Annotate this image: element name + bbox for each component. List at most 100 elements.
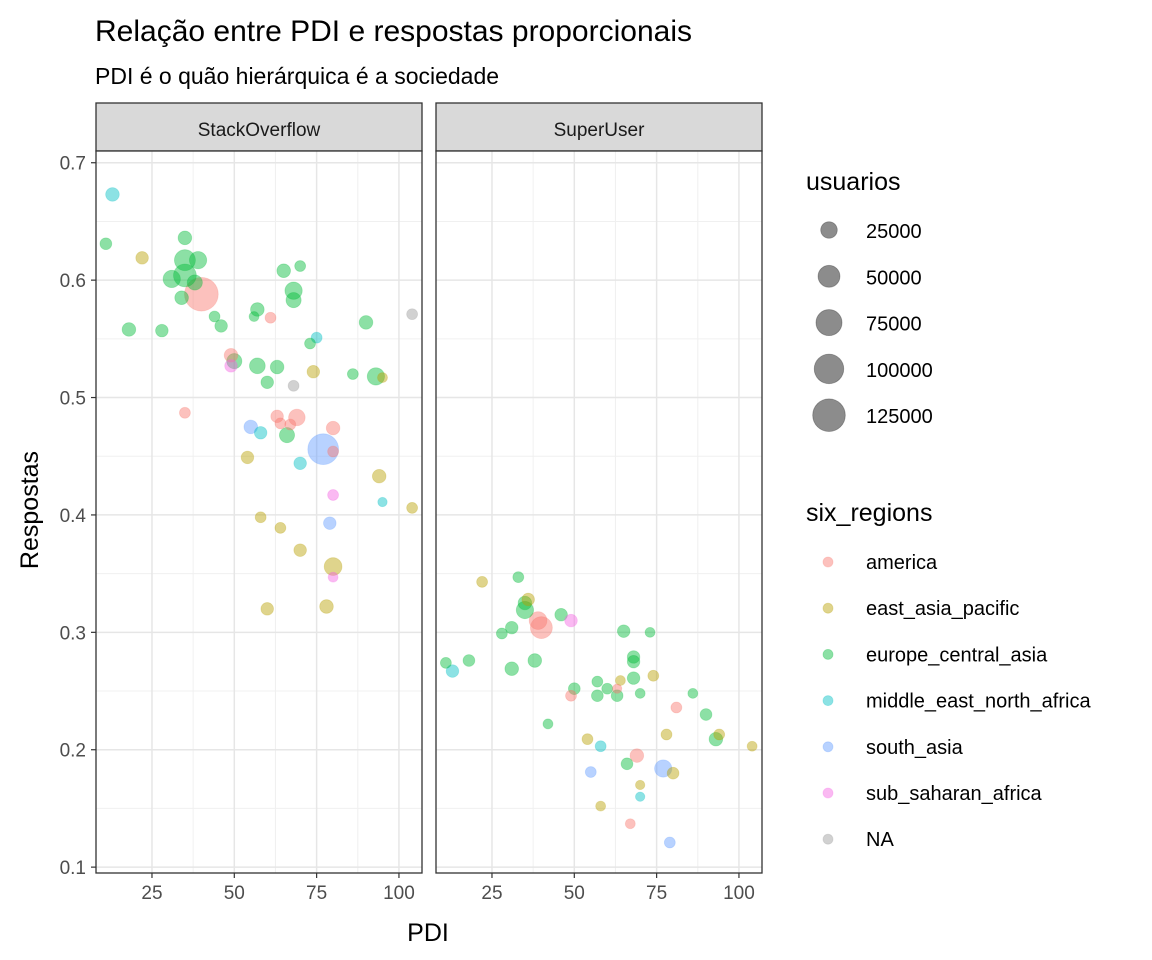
data-point [274,521,287,534]
data-point [174,290,189,305]
data-point [644,626,656,638]
facet-strip-label: StackOverflow [198,120,321,141]
data-point [105,187,120,202]
data-point [626,650,641,664]
data-point [670,701,683,714]
chart-title: Relação entre PDI e respostas proporcion… [95,15,692,48]
data-point [476,575,488,588]
data-point [177,230,193,246]
data-point [406,308,418,321]
x-tick-label: 25 [141,883,162,904]
data-point [287,379,300,392]
data-point [713,728,726,741]
data-point [327,571,339,583]
color-legend-key [822,602,834,614]
data-point [624,818,636,830]
data-point [601,682,614,695]
data-point [371,468,387,484]
data-point [223,348,239,363]
data-point [250,302,265,317]
data-point [610,689,624,703]
facet-panels: StackOverflow 25 50 75 100 0.1 0.2 0.3 0.4 0.5 0.6… [60,102,763,904]
data-point [591,689,604,703]
data-point [654,759,673,778]
data-point [406,502,418,514]
data-point [568,682,581,695]
data-point [591,675,604,688]
size-legend-label: 75000 [866,314,922,336]
data-point [319,599,334,614]
size-legend-label: 50000 [866,267,922,289]
color-legend-key [822,556,834,568]
y-tick-label: 0.1 [60,858,86,879]
y-tick-label: 0.2 [60,741,86,762]
color-legend-label: NA [866,829,894,851]
data-point [253,426,268,440]
data-point [294,260,307,272]
size-legend-key [817,264,841,288]
data-point [377,372,388,383]
data-point [660,728,673,741]
data-point [358,315,374,330]
data-point [179,406,191,419]
data-point [663,836,676,849]
y-tick-label: 0.7 [60,154,86,175]
data-point [377,496,388,508]
panel-background [96,151,422,873]
color-legend-key [822,695,834,706]
data-point [635,779,646,791]
facet-strip-label: SuperUser [554,120,645,141]
data-point [155,323,169,338]
x-tick-label: 100 [383,883,415,904]
data-point [288,408,306,427]
data-point [521,592,535,607]
data-point [515,600,534,620]
data-point [285,292,302,309]
data-point [310,331,323,344]
data-point [554,608,568,622]
data-point [635,791,646,802]
color-legend-label: sub_saharan_africa [866,783,1043,805]
data-point [629,748,645,763]
color-legend-key [822,649,834,660]
facet-panel-stackoverflow: StackOverflow 25 50 75 100 0.1 0.2 0.3 0.4 0.5 0.6… [60,102,423,904]
color-legend-label: europe_central_asia [866,644,1048,666]
color-legend-label: south_asia [866,737,964,759]
data-point [647,669,660,682]
data-point [248,311,260,322]
legend: usuarios 25000 50000 75000 100000 125000 six_r… [806,168,1091,851]
data-point [584,766,597,778]
data-point [184,276,219,312]
data-point [505,620,519,635]
data-point [186,274,203,291]
data-point [504,661,519,676]
x-tick-label: 75 [646,883,667,904]
x-tick-label: 75 [306,883,327,904]
data-point [174,249,196,272]
data-point [594,740,607,753]
x-tick-label: 100 [723,883,755,904]
color-legend-title: six_regions [806,499,932,527]
x-tick-label: 50 [224,883,245,904]
data-point [581,733,594,746]
panel-background [436,151,762,873]
data-point [293,456,307,470]
color-legend-key [822,741,834,753]
data-point [512,571,525,584]
data-point [278,427,295,444]
data-point [306,365,321,379]
data-point [626,671,641,685]
data-point [260,602,274,616]
size-legend-label: 125000 [866,406,933,428]
data-point [307,433,340,465]
data-point [634,688,646,699]
data-point [325,420,341,436]
y-tick-label: 0.3 [60,623,86,644]
facet-strip [95,102,423,152]
color-legend-label: america [866,552,938,574]
data-point [495,627,508,640]
size-legend-key [820,221,838,239]
data-point [615,675,626,686]
data-point [346,368,359,380]
